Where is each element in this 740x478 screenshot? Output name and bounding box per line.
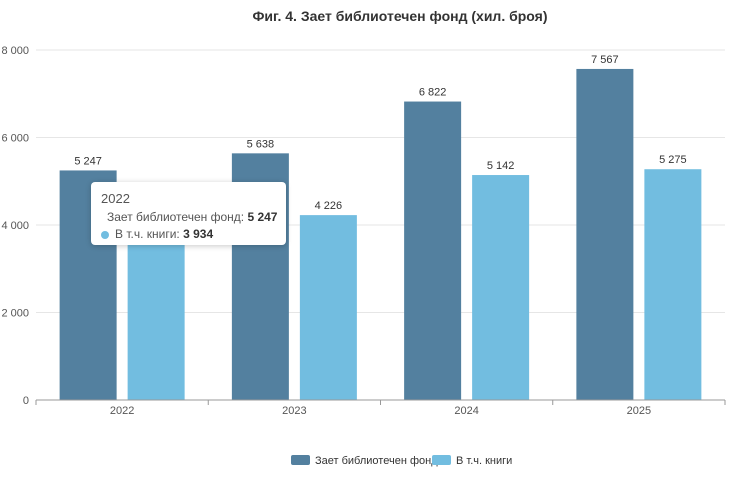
x-axis: 2022 2023 2024 2025 (35, 399, 726, 417)
y-tick-label-2000: 2 000 (1, 308, 29, 320)
data-label-2023-books: 4 226 (315, 200, 343, 212)
legend-item-fund: Зает библиотечен фонд (291, 455, 438, 467)
bar-2024-fund (404, 101, 462, 400)
data-label-2025-fund: 7 567 (591, 54, 619, 66)
tooltip-label-books: В т.ч. книги: (115, 227, 180, 241)
x-tick-label-2025: 2025 (627, 405, 651, 417)
y-tick-label-6000: 6 000 (1, 133, 29, 145)
data-label-2024-fund: 6 822 (419, 87, 447, 99)
tooltip-row-fund: Зает библиотечен фонд: 5 247 (101, 209, 278, 226)
x-tick-label-2022: 2022 (110, 405, 134, 417)
y-axis-ticks: 0 2 000 4 000 6 000 8 000 (1, 45, 29, 407)
legend-label-books: В т.ч. книги (456, 455, 512, 467)
legend-label-fund: Зает библиотечен фонд (315, 455, 438, 467)
y-tick-label-8000: 8 000 (1, 45, 29, 57)
chart-title: Фиг. 4. Зает библиотечен фонд (хил. броя… (252, 8, 547, 24)
x-tick-label-2023: 2023 (282, 405, 306, 417)
tooltip-value-books: 3 934 (183, 227, 214, 241)
tooltip-value-fund: 5 247 (247, 210, 278, 224)
y-tick-label-0: 0 (23, 395, 29, 407)
tooltip-label-fund: Зает библиотечен фонд: (107, 210, 245, 224)
data-label-2024-books: 5 142 (487, 160, 515, 172)
legend-swatch-books (432, 455, 451, 465)
legend-item-books: В т.ч. книги (432, 455, 512, 467)
legend: Зает библиотечен фонд В т.ч. книги (291, 455, 512, 467)
x-tick-label-2024: 2024 (454, 405, 478, 417)
data-label-2025-books: 5 275 (659, 154, 687, 166)
tooltip-row-books: В т.ч. книги: 3 934 (101, 226, 276, 243)
data-labels: 5 247 5 638 4 226 6 822 5 142 7 567 5 275 (74, 54, 686, 212)
y-tick-label-4000: 4 000 (1, 220, 29, 232)
tooltip: 2022 Зает библиотечен фонд: 5 247 В т.ч.… (91, 182, 286, 245)
bar-2025-books (644, 169, 702, 400)
tooltip-title: 2022 (101, 191, 130, 206)
data-label-2022-fund: 5 247 (74, 155, 102, 167)
bar-2022-books (127, 227, 185, 400)
bar-2023-books (299, 215, 357, 400)
tooltip-dot-books (101, 230, 109, 239)
bar-2024-books (472, 175, 530, 400)
bars (59, 68, 702, 400)
data-label-2023-fund: 5 638 (247, 138, 275, 150)
legend-swatch-fund (291, 455, 310, 465)
bar-2025-fund (576, 68, 634, 400)
